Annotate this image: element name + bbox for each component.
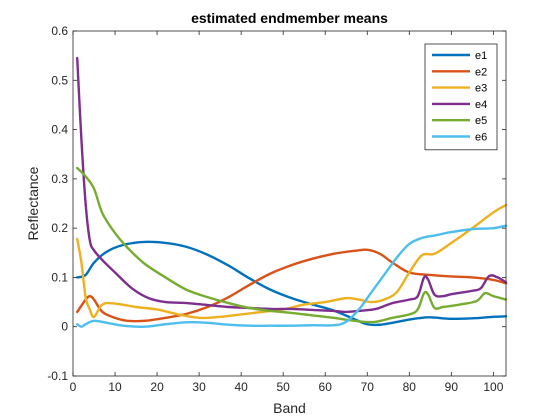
x-tick-label: 0 [70,380,77,394]
series-layer [76,56,508,328]
x-tick-label: 10 [108,380,122,394]
y-tick-label: -0.1 [47,369,68,383]
legend-box [424,43,498,151]
y-tick-label: 0.4 [51,123,68,137]
legend-label-e3: e3 [475,83,487,95]
x-tick-label: 40 [234,380,248,394]
chart-title: estimated endmember means [191,10,388,26]
y-axis-label: Reflectance [25,166,41,240]
y-tick-label: 0.5 [51,73,68,87]
x-tick-label: 80 [403,380,417,394]
legend-label-e1: e1 [475,50,487,62]
y-tick-label: 0.2 [51,221,68,235]
x-tick-label: 60 [319,380,333,394]
legend-label-e4: e4 [475,99,487,111]
legend: e1 e2 e3 e4 e5 e6 [424,43,498,151]
legend-label-e5: e5 [475,115,487,127]
y-tick-label: 0.1 [51,270,68,284]
legend-label-e2: e2 [475,66,487,78]
series-line-e2 [76,248,508,323]
series-line-e4 [76,56,508,314]
x-tick-label: 90 [445,380,459,394]
x-tick-label: 50 [277,380,291,394]
axes-layer: 0 10 20 30 40 50 60 70 80 90 100-0.100.10.20.30.40… [47,24,506,394]
plot-frame [72,30,507,377]
series-line-e5 [76,166,508,324]
x-tick-label: 100 [483,380,503,394]
x-tick-label: 70 [361,380,375,394]
x-tick-label: 30 [192,380,206,394]
y-tick-label: 0.6 [51,24,68,38]
series-line-e6 [76,224,508,328]
x-axis-label: Band [273,400,306,416]
x-tick-label: 20 [150,380,164,394]
legend-label-e6: e6 [475,132,487,144]
y-tick-label: 0 [61,320,68,334]
y-tick-label: 0.3 [51,172,68,186]
